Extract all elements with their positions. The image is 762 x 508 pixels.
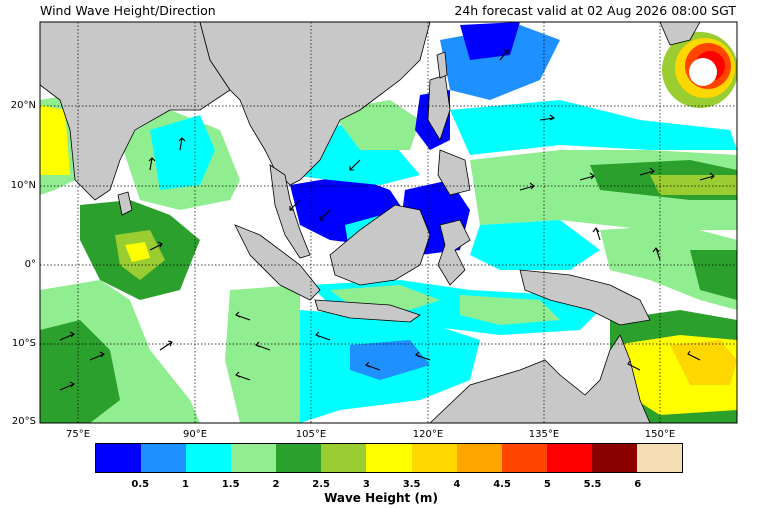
lon-label-135e: 135°E xyxy=(528,429,560,440)
lon-label-90e: 90°E xyxy=(182,429,208,440)
land xyxy=(40,22,701,423)
colorbar-tick-label: 0.5 xyxy=(131,479,150,490)
colorbar-tick-label: 5 xyxy=(543,479,551,490)
colorbar-cell xyxy=(411,444,457,472)
lon-label-105e: 105°E xyxy=(295,429,327,440)
colorbar-tick-label: 1 xyxy=(181,479,189,490)
lon-label-120e: 120°E xyxy=(412,429,444,440)
colorbar-tick-label: 4 xyxy=(453,479,461,490)
colorbar-cell xyxy=(501,444,547,472)
lon-label-75e: 75°E xyxy=(65,429,91,440)
lat-label-10s: 10°S xyxy=(11,338,36,349)
colorbar-cell xyxy=(141,444,187,472)
lat-label-20n: 20°N xyxy=(10,100,36,111)
colorbar-cell xyxy=(321,444,367,472)
lat-label-10n: 10°N xyxy=(10,180,36,191)
colorbar-cell xyxy=(591,444,637,472)
colorbar xyxy=(95,443,683,473)
lat-label-20s: 20°S xyxy=(11,416,36,427)
map-frame xyxy=(39,21,738,424)
colorbar-tick-label: 6 xyxy=(634,479,642,490)
colorbar-tick-label: 1.5 xyxy=(221,479,240,490)
colorbar-cell xyxy=(546,444,592,472)
forecast-valid-time: 24h forecast valid at 02 Aug 2026 08:00 … xyxy=(454,3,736,18)
grid-lines xyxy=(40,22,737,423)
colorbar-cell xyxy=(231,444,277,472)
chart-title: Wind Wave Height/Direction xyxy=(40,3,216,18)
colorbar-cell xyxy=(366,444,412,472)
colorbar-cell xyxy=(636,444,683,472)
colorbar-cell xyxy=(276,444,322,472)
colorbar-cell xyxy=(96,444,142,472)
lat-label-0: 0° xyxy=(24,259,36,270)
colorbar-label: Wave Height (m) xyxy=(324,491,438,505)
lon-label-150e: 150°E xyxy=(644,429,676,440)
colorbar-tick-label: 5.5 xyxy=(583,479,602,490)
colorbar-cell xyxy=(186,444,232,472)
colorbar-tick-label: 2 xyxy=(272,479,280,490)
colorbar-tick-label: 2.5 xyxy=(312,479,330,490)
colorbar-tick-label: 3.5 xyxy=(402,479,421,490)
colorbar-tick-label: 4.5 xyxy=(493,479,511,490)
colorbar-cell xyxy=(456,444,502,472)
colorbar-tick-label: 3 xyxy=(362,479,370,490)
